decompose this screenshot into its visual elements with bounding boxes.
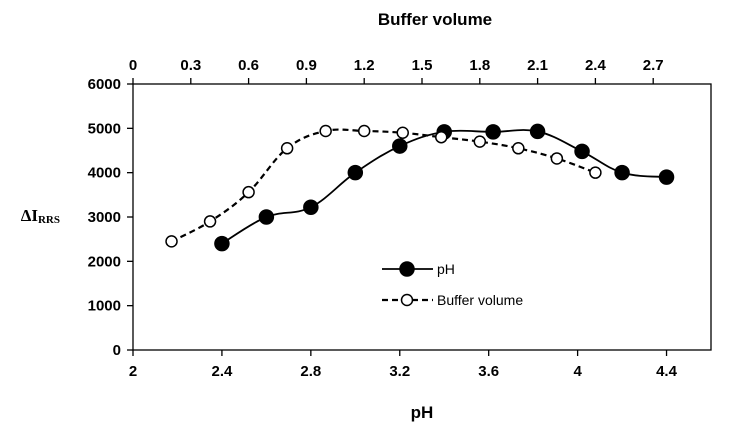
data-point-buffer-volume (357, 124, 371, 138)
x-tick-label: 2.4 (211, 363, 233, 380)
y-tick-label: 5000 (88, 120, 121, 137)
x2-tick-label: 2.1 (527, 57, 548, 74)
y-axis-title-sub: RRS (38, 214, 60, 226)
x2-tick-label: 0.6 (238, 57, 259, 74)
y-tick-label: 3000 (88, 209, 121, 226)
x2-tick-label: 2.7 (643, 57, 664, 74)
data-point-buffer-volume (319, 124, 332, 138)
x-tick-label: 4.4 (656, 363, 678, 380)
y-tick-label: 2000 (88, 253, 121, 270)
x-tick-label: 2 (129, 363, 137, 380)
data-point-buffer-volume (165, 235, 178, 248)
data-point-ph (214, 235, 230, 252)
y-tick-label: 0 (113, 342, 121, 359)
data-point-ph (258, 209, 275, 225)
legend-marker-ph (399, 261, 415, 277)
data-point-buffer-volume (550, 152, 564, 165)
x2-tick-label: 0.9 (296, 57, 317, 74)
data-point-ph (529, 123, 546, 140)
data-point-ph (303, 199, 319, 215)
x2-tick-label: 0.3 (180, 57, 201, 74)
top-x-axis: 0 0.3 0.6 0.9 1.2 1.5 1.8 2.1 2.4 2.7 (129, 57, 664, 84)
x-tick-label: 3.6 (478, 363, 499, 380)
legend-label-buffer-volume: Buffer volume (437, 292, 523, 308)
y-tick-label: 1000 (88, 298, 121, 315)
x-tick-label: 2.8 (300, 363, 321, 380)
data-point-ph (658, 169, 675, 185)
data-point-buffer-volume (435, 130, 448, 144)
legend: pH Buffer volume (382, 261, 523, 308)
y-axis-title: ΔIRRS (21, 206, 60, 226)
x2-tick-label: 2.4 (585, 57, 607, 74)
x2-axis-title: Buffer volume (378, 10, 492, 29)
left-y-axis: 0 1000 2000 3000 4000 5000 6000 (88, 76, 133, 359)
data-point-buffer-volume (396, 126, 409, 140)
x2-tick-label: 1.8 (469, 57, 490, 74)
data-point-buffer-volume (242, 185, 255, 199)
data-point-ph (392, 138, 408, 154)
data-point-ph (347, 164, 364, 181)
plot-area (132, 83, 712, 351)
data-point-ph (614, 164, 630, 181)
x-axis-title: pH (411, 403, 434, 422)
y-axis-title-main: ΔI (21, 206, 39, 225)
y-tick-label: 4000 (88, 165, 121, 182)
bottom-x-axis: 2 2.4 2.8 3.2 3.6 4 4.4 (129, 350, 678, 380)
x-tick-label: 4 (573, 363, 582, 380)
data-point-buffer-volume (473, 135, 487, 148)
legend-label-ph: pH (437, 261, 455, 277)
legend-marker-buffer-volume (400, 293, 414, 307)
data-point-buffer-volume (280, 142, 294, 155)
plot-frame (132, 83, 712, 351)
x2-tick-label: 1.2 (354, 57, 375, 74)
x-tick-label: 3.2 (389, 363, 410, 380)
series-layer (165, 123, 675, 252)
x2-tick-label: 0 (129, 57, 137, 74)
data-point-buffer-volume (203, 215, 217, 228)
x2-tick-label: 1.5 (412, 57, 433, 74)
data-point-ph (485, 124, 501, 140)
series-line-buffer-volume (171, 128, 596, 243)
data-point-buffer-volume (512, 142, 525, 155)
y-tick-label: 6000 (88, 76, 121, 93)
data-point-ph (574, 143, 590, 160)
data-point-buffer-volume (589, 166, 602, 179)
